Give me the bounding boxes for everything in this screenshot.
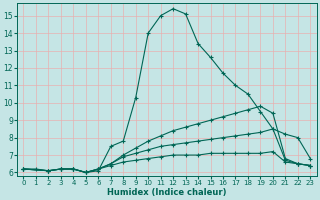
X-axis label: Humidex (Indice chaleur): Humidex (Indice chaleur) xyxy=(107,188,227,197)
